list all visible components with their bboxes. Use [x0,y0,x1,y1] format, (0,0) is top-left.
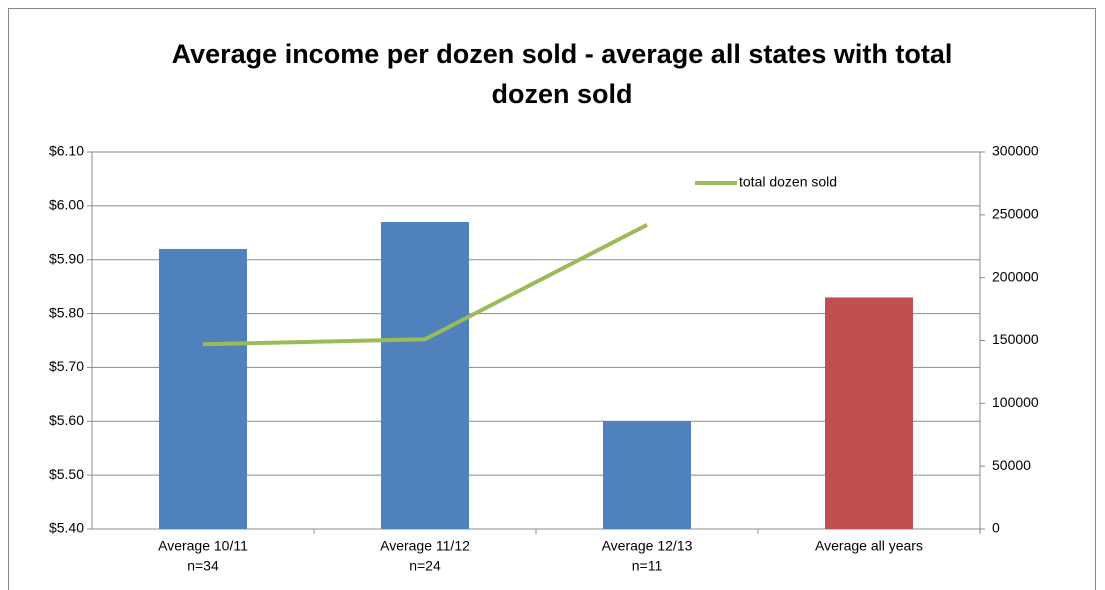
y-tick-label: $5.80 [49,304,84,320]
y2-tick-label: 150000 [992,331,1039,347]
x-tick-label: Average 11/12 [380,538,470,554]
y-tick-label: $6.00 [49,197,84,213]
y2-tick-label: 50000 [992,457,1031,473]
line-series [202,223,648,347]
y-tick-label: $5.60 [49,412,84,428]
x-tick-label: n=11 [632,558,663,574]
y-tick-label: $6.10 [49,143,84,159]
bar [159,248,247,529]
x-tick-label: Average 12/13 [602,538,693,554]
y-tick-label: $5.50 [49,466,84,482]
y-tick-label: $5.90 [49,250,84,266]
x-tick-label: n=24 [409,558,441,574]
y-tick-label: $5.40 [49,520,84,536]
x-tick-label: n=34 [187,558,219,574]
x-tick-label: Average all years [815,538,923,554]
y2-tick-label: 250000 [992,206,1039,222]
x-tick-label: Average 10/11 [158,538,248,554]
chart-title: Average income per dozen sold - average … [171,39,953,109]
bar [381,222,469,529]
legend-label: total dozen sold [739,174,837,190]
y-tick-label: $5.70 [49,358,84,374]
y2-tick-label: 300000 [992,143,1039,159]
chart-frame [8,8,1096,590]
y2-tick-label: 0 [992,520,1000,536]
bar [603,421,691,529]
y2-tick-label: 100000 [992,394,1039,410]
y2-tick-label: 200000 [992,268,1039,284]
bar [825,297,913,529]
